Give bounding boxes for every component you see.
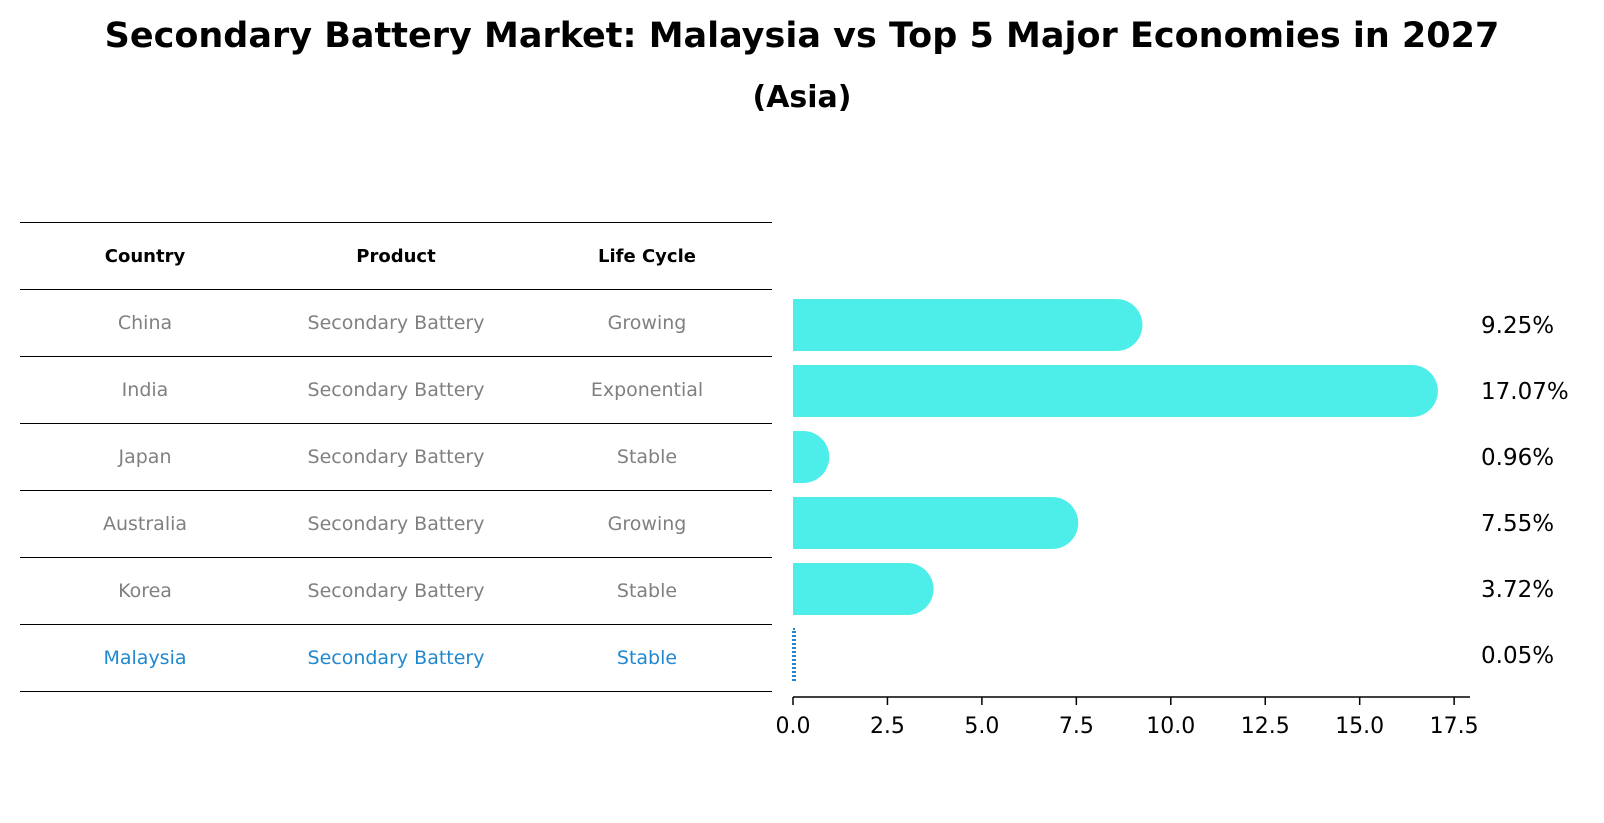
bar-value-label: 9.25% xyxy=(1481,313,1554,339)
x-tick-label: 12.5 xyxy=(1241,714,1290,739)
chart-title: Secondary Battery Market: Malaysia vs To… xyxy=(104,16,1500,56)
table-row: China Secondary Battery Growing xyxy=(20,290,772,357)
bar xyxy=(793,431,830,483)
country-cell: China xyxy=(117,312,173,334)
table-row: Australia Secondary Battery Growing xyxy=(20,491,772,558)
table-header-row: Country Product Life Cycle xyxy=(20,222,772,290)
bar-value-label: 0.05% xyxy=(1481,643,1554,669)
bar xyxy=(793,299,1143,351)
header-country: Country xyxy=(104,245,186,267)
bar xyxy=(793,563,934,615)
life-cycle-cell: Stable xyxy=(616,446,678,468)
country-cell: India xyxy=(121,379,169,401)
product-cell: Secondary Battery xyxy=(307,647,485,669)
table-row-highlighted: Malaysia Secondary Battery Stable xyxy=(20,625,772,692)
product-cell: Secondary Battery xyxy=(307,312,485,334)
table-row: India Secondary Battery Exponential xyxy=(20,357,772,424)
table-row: Korea Secondary Battery Stable xyxy=(20,558,772,625)
country-cell: Australia xyxy=(102,513,188,535)
comparison-table: Country Product Life Cycle China Seconda… xyxy=(20,222,772,692)
bar xyxy=(793,497,1079,549)
life-cycle-cell: Exponential xyxy=(590,379,704,401)
x-tick-label: 2.5 xyxy=(870,714,905,739)
x-tick-label: 5.0 xyxy=(964,714,999,739)
country-cell: Korea xyxy=(118,580,172,602)
bar-value-label: 7.55% xyxy=(1481,511,1554,537)
header-life-cycle: Life Cycle xyxy=(598,245,696,267)
product-cell: Secondary Battery xyxy=(307,580,485,602)
x-tick-label: 17.5 xyxy=(1430,714,1479,739)
product-cell: Secondary Battery xyxy=(307,513,485,535)
x-tick-label: 0.0 xyxy=(776,714,811,739)
x-tick-label: 7.5 xyxy=(1059,714,1094,739)
product-cell: Secondary Battery xyxy=(307,379,485,401)
header-product: Product xyxy=(356,245,436,267)
country-cell: Japan xyxy=(118,446,172,468)
product-cell: Secondary Battery xyxy=(307,446,485,468)
life-cycle-cell: Stable xyxy=(616,647,678,669)
table-row: Japan Secondary Battery Stable xyxy=(20,424,772,491)
life-cycle-cell: Growing xyxy=(607,312,687,334)
bar-value-label: 17.07% xyxy=(1481,379,1569,405)
bar-value-label: 3.72% xyxy=(1481,577,1554,603)
x-tick-label: 10.0 xyxy=(1146,714,1195,739)
bar-value-label: 0.96% xyxy=(1481,445,1554,471)
country-cell: Malaysia xyxy=(103,647,187,669)
life-cycle-cell: Growing xyxy=(607,513,687,535)
chart-subtitle: (Asia) xyxy=(752,80,852,115)
bar xyxy=(792,628,796,682)
bar xyxy=(793,365,1438,417)
x-tick-label: 15.0 xyxy=(1335,714,1384,739)
life-cycle-cell: Stable xyxy=(616,580,678,602)
